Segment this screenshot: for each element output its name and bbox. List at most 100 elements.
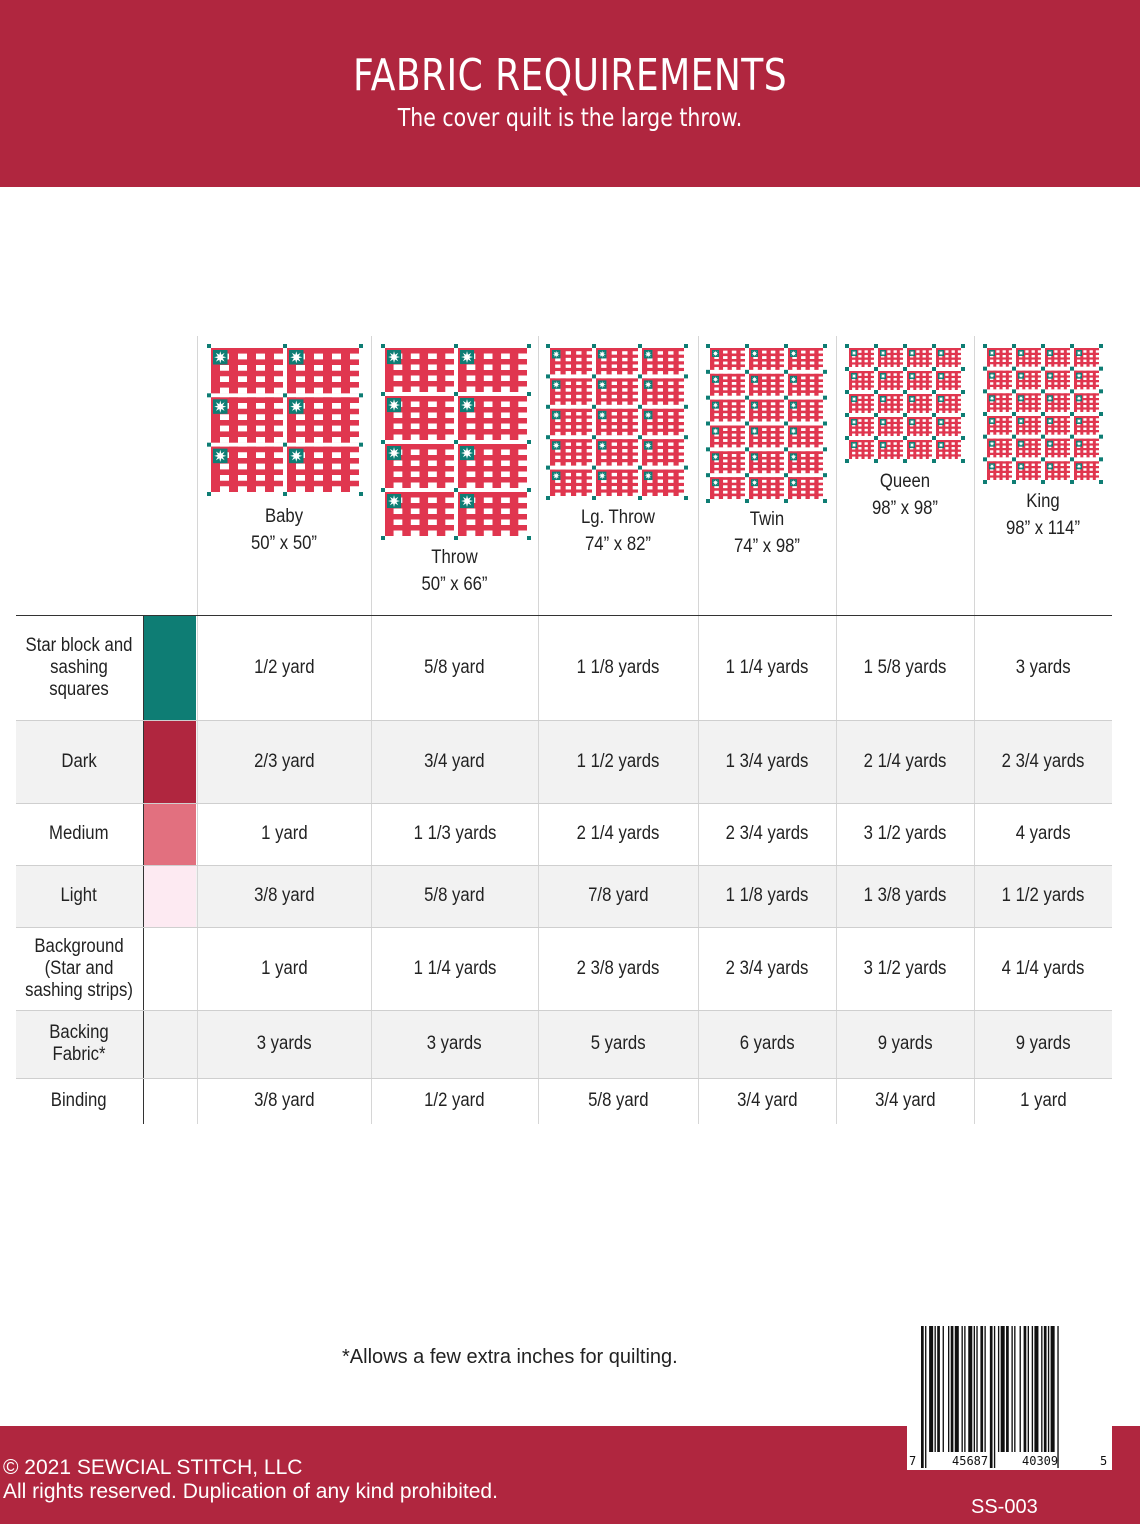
table-cell: 1 3/8 yards <box>836 865 974 927</box>
row-divider <box>16 927 1112 928</box>
table-cell: 4 1/4 yards <box>974 927 1112 1010</box>
table-cell-value: 2 3/4 yards <box>1001 750 1085 772</box>
table-cell-value: 3 yards <box>427 1033 482 1054</box>
quilt-size-name: Baby <box>264 506 304 527</box>
row-label-text: Backing Fabric* <box>49 1022 109 1065</box>
barcode-right-group: 40309 <box>1022 1454 1059 1468</box>
table-cell-value: 6 yards <box>739 1033 795 1054</box>
table-cell-value: 2 1/4 yards <box>863 750 947 772</box>
quilt-size-dims: 74” x 82” <box>585 534 651 555</box>
quilt-diagram-queen <box>845 344 965 463</box>
table-cell: 3/4 yard <box>836 1078 974 1124</box>
quilt-size-name: King <box>1026 491 1060 512</box>
row-shading <box>16 865 1112 927</box>
table-cell: 2 1/4 yards <box>836 720 974 803</box>
table-cell-value: 3/8 yard <box>253 885 315 906</box>
table-cell: 3/4 yard <box>698 1078 836 1124</box>
row-label: Background (Star and sashing strips) <box>16 927 142 1010</box>
quilt-diagram-throw <box>381 344 531 540</box>
barcode-left-group: 45687 <box>952 1454 989 1468</box>
table-cell-value: 7/8 yard <box>587 885 649 906</box>
column-divider <box>974 336 975 1124</box>
quilt-size-name: Twin <box>749 509 785 530</box>
table-cell-value: 3/4 yard <box>736 1090 798 1111</box>
table-cell-value: 2 3/8 yards <box>576 957 660 979</box>
table-cell-value: 3 yards <box>256 1033 312 1054</box>
row-label-text: Background (Star and sashing strips) <box>25 935 133 1001</box>
table-cell: 2 1/4 yards <box>538 803 698 865</box>
table-cell: 1 1/8 yards <box>538 615 698 720</box>
row-divider <box>16 1010 1112 1011</box>
page-subtitle: The cover quilt is the large throw. <box>397 103 743 132</box>
column-divider <box>371 336 372 1124</box>
table-cell: 1 1/3 yards <box>371 803 538 865</box>
row-label: Star block and sashing squares <box>16 615 142 720</box>
table-cell-value: 4 1/4 yards <box>1001 957 1085 979</box>
row-label: Light <box>16 865 142 927</box>
table-cell-value: 1 yard <box>260 957 308 979</box>
quilt-size-dims: 50” x 66” <box>421 574 488 595</box>
table-cell-value: 3/4 yard <box>424 750 485 772</box>
copyright-notice: © 2021 SEWCIAL STITCH, LLC All rights re… <box>3 1456 498 1504</box>
table-cell-value: 1 3/8 yards <box>863 885 947 906</box>
quilt-size-name: Queen <box>879 471 931 492</box>
table-cell: 1 1/4 yards <box>698 615 836 720</box>
table-cell-value: 9 yards <box>877 1033 933 1054</box>
table-cell-value: 3 1/2 yards <box>863 957 947 979</box>
table-cell: 3 yards <box>197 1010 371 1078</box>
row-shading <box>16 1010 1112 1078</box>
quilt-size-label: King 98” x 114” <box>974 488 1112 542</box>
table-cell: 1 yard <box>197 803 371 865</box>
row-label: Medium <box>16 803 142 865</box>
quilt-diagram-king <box>983 344 1103 484</box>
row-label: Dark <box>16 720 142 803</box>
row-shading <box>16 720 1112 803</box>
row-divider <box>16 720 1112 721</box>
table-cell-value: 1 1/3 yards <box>413 823 496 844</box>
barcode: 7 45687 40309 5 <box>907 1326 1112 1470</box>
row-label-text: Medium <box>49 823 109 844</box>
table-cell: 2 3/4 yards <box>698 927 836 1010</box>
table-cell: 1 yard <box>197 927 371 1010</box>
header-underline <box>16 615 1112 616</box>
table-cell: 3/8 yard <box>197 1078 371 1124</box>
table-cell: 4 yards <box>974 803 1112 865</box>
table-cell-value: 1 1/4 yards <box>413 957 496 979</box>
table-cell: 1 5/8 yards <box>836 615 974 720</box>
table-cell: 3/4 yard <box>371 720 538 803</box>
table-cell: 2 3/4 yards <box>698 803 836 865</box>
row-label-text: Star block and sashing squares <box>25 634 133 700</box>
quilt-size-label: Throw 50” x 66” <box>371 544 538 598</box>
quilt-size-name: Lg. Throw <box>580 507 656 528</box>
table-cell-value: 1 1/2 yards <box>1001 885 1085 906</box>
table-cell: 1/2 yard <box>371 1078 538 1124</box>
table-cell-value: 1 5/8 yards <box>863 656 947 678</box>
table-cell: 9 yards <box>836 1010 974 1078</box>
page-title: FABRIC REQUIREMENTS <box>352 50 788 101</box>
column-divider <box>538 336 539 1124</box>
table-cell-value: 2 3/4 yards <box>725 823 809 844</box>
row-label: Binding <box>16 1078 142 1124</box>
quilt-diagram-twin <box>706 344 827 503</box>
quilt-size-dims: 74” x 98” <box>734 536 800 557</box>
row-divider <box>16 1078 1112 1079</box>
quilt-size-dims: 50” x 50” <box>251 533 317 554</box>
table-cell: 1/2 yard <box>197 615 371 720</box>
table-cell: 2 3/4 yards <box>974 720 1112 803</box>
table-cell: 5/8 yard <box>371 615 538 720</box>
barcode-bars <box>921 1326 1059 1468</box>
table-cell-value: 1/2 yard <box>253 656 315 678</box>
table-cell-value: 1 1/4 yards <box>725 656 809 678</box>
column-divider <box>836 336 837 1124</box>
row-label-text: Binding <box>51 1090 107 1111</box>
footnote: *Allows a few extra inches for quilting. <box>342 1346 678 1368</box>
barcode-first-digit: 7 <box>909 1454 917 1468</box>
table-cell: 5/8 yard <box>371 865 538 927</box>
table-cell: 1 1/4 yards <box>371 927 538 1010</box>
color-swatch-light <box>144 865 196 927</box>
color-swatch-dark <box>144 720 196 803</box>
quilt-diagram-baby <box>207 344 363 496</box>
table-cell: 6 yards <box>698 1010 836 1078</box>
table-cell-value: 1 1/8 yards <box>725 885 809 906</box>
